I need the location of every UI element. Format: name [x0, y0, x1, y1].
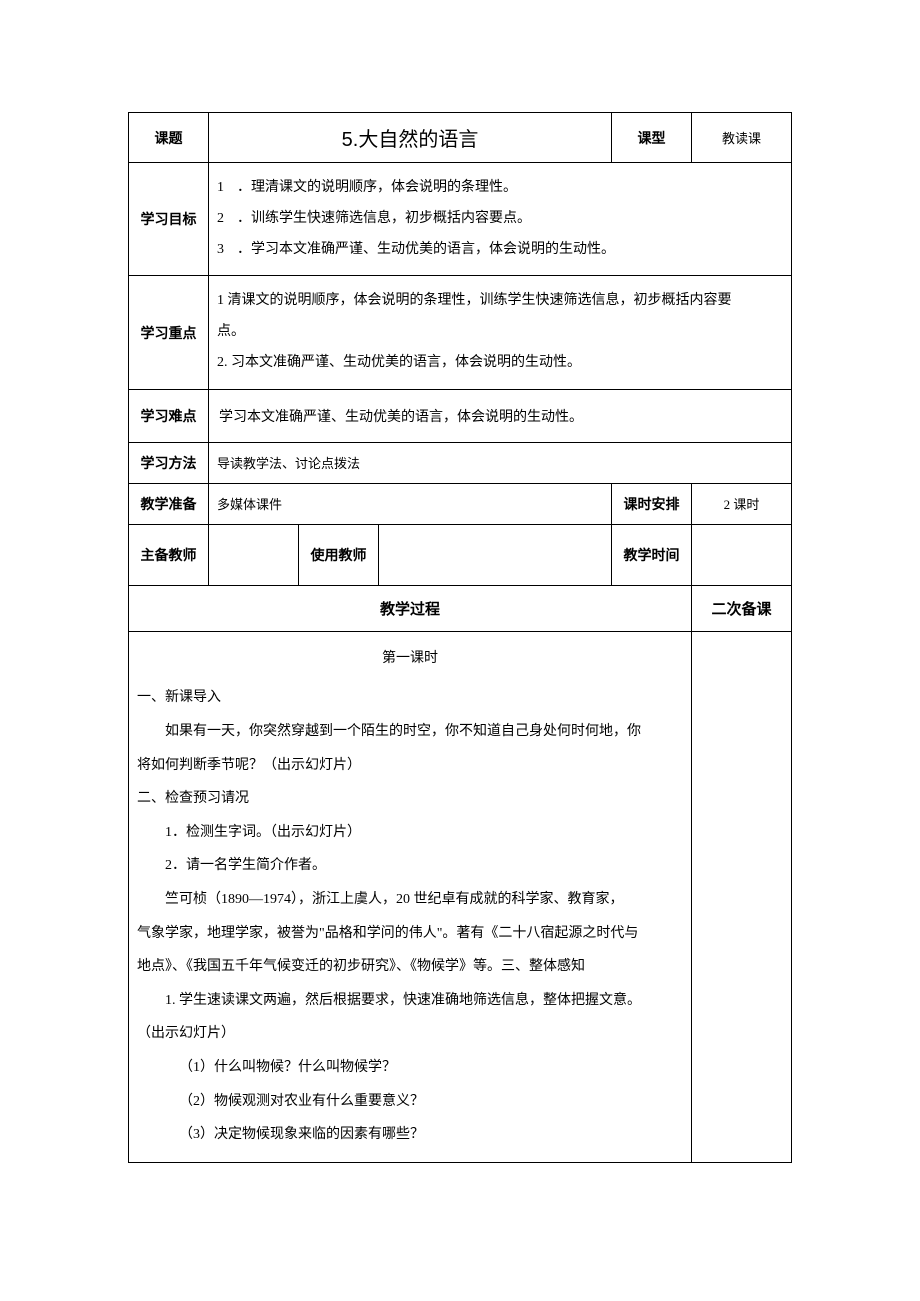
lesson-plan-table: 课题 5.大自然的语言 课型 教读课 学习目标 1．理清课文的说明顺序，体会说明… — [128, 112, 792, 1163]
prep-value: 多媒体课件 — [209, 483, 612, 524]
objectives-row: 学习目标 1．理清课文的说明顺序，体会说明的条理性。 2．训练学生快速筛选信息，… — [129, 163, 792, 276]
focus-row: 学习重点 1 清课文的说明顺序，体会说明的条理性，训练学生快速筛选信息，初步概括… — [129, 276, 792, 389]
objective-item: 1．理清课文的说明顺序，体会说明的条理性。 — [217, 173, 783, 204]
section-heading: 二、检查预习请况 — [137, 782, 683, 816]
difficulty-content: 学习本文准确严谨、生动优美的语言，体会说明的生动性。 — [209, 389, 792, 442]
prep-label: 教学准备 — [129, 483, 209, 524]
objectives-label: 学习目标 — [129, 163, 209, 276]
focus-label: 学习重点 — [129, 276, 209, 389]
difficulty-row: 学习难点 学习本文准确严谨、生动优美的语言，体会说明的生动性。 — [129, 389, 792, 442]
method-row: 学习方法 导读教学法、讨论点拨法 — [129, 442, 792, 483]
body-paragraph: 气象学家，地理学家，被誉为"品格和学问的伟人"。著有《二十八宿起源之时代与 — [137, 917, 683, 951]
body-item: 2．请一名学生简介作者。 — [137, 849, 683, 883]
focus-line: 点。 — [217, 317, 783, 348]
focus-line: 1 清课文的说明顺序，体会说明的条理性，训练学生快速筛选信息，初步概括内容要 — [217, 286, 783, 317]
process-header-row: 教学过程 二次备课 — [129, 585, 792, 631]
content-row: 第一课时 一、新课导入 如果有一天，你突然穿越到一个陌生的时空，你不知道自己身处… — [129, 631, 792, 1162]
notes-column — [692, 631, 792, 1162]
class-type-value: 教读课 — [692, 113, 792, 163]
body-question: （1）什么叫物候？什么叫物候学？ — [137, 1051, 683, 1085]
body-paragraph: （出示幻灯片） — [137, 1017, 683, 1051]
method-content: 导读教学法、讨论点拨法 — [209, 442, 792, 483]
difficulty-label: 学习难点 — [129, 389, 209, 442]
body-paragraph: 1. 学生速读课文两遍，然后根据要求，快速准确地筛选信息，整体把握文意。 — [137, 984, 683, 1018]
objectives-content: 1．理清课文的说明顺序，体会说明的条理性。 2．训练学生快速筛选信息，初步概括内… — [209, 163, 792, 276]
body-item: 1．检测生字词。（出示幻灯片） — [137, 816, 683, 850]
header-row: 课题 5.大自然的语言 课型 教读课 — [129, 113, 792, 163]
prep-row: 教学准备 多媒体课件 课时安排 2 课时 — [129, 483, 792, 524]
topic-title: 大自然的语言 — [358, 129, 478, 151]
topic-number: 5. — [342, 129, 359, 151]
body-paragraph: 竺可桢（1890—1974），浙江上虞人，20 世纪卓有成就的科学家、教育家， — [137, 883, 683, 917]
body-paragraph: 如果有一天，你突然穿越到一个陌生的时空，你不知道自己身处何时何地，你 — [137, 715, 683, 749]
focus-line: 2. 习本文准确严谨、生动优美的语言，体会说明的生动性。 — [217, 348, 783, 379]
class-type-label: 课型 — [612, 113, 692, 163]
main-teacher-value — [209, 524, 299, 585]
user-teacher-value — [379, 524, 612, 585]
teach-time-label: 教学时间 — [612, 524, 692, 585]
objective-item: 3．学习本文准确严谨、生动优美的语言，体会说明的生动性。 — [217, 235, 783, 266]
body-question: （2）物候观测对农业有什么重要意义？ — [137, 1085, 683, 1119]
focus-content: 1 清课文的说明顺序，体会说明的条理性，训练学生快速筛选信息，初步概括内容要 点… — [209, 276, 792, 389]
schedule-value: 2 课时 — [692, 483, 792, 524]
teach-time-value — [692, 524, 792, 585]
body-paragraph: 地点》、《我国五千年气候变迁的初步研究》、《物候学》等。三、整体感知 — [137, 950, 683, 984]
main-teacher-label: 主备教师 — [129, 524, 209, 585]
teachers-row: 主备教师 使用教师 教学时间 — [129, 524, 792, 585]
body-question: （3）决定物候现象来临的因素有哪些？ — [137, 1118, 683, 1152]
body-paragraph: 将如何判断季节呢？（出示幻灯片） — [137, 749, 683, 783]
notes-label: 二次备课 — [692, 585, 792, 631]
lesson-subtitle: 第一课时 — [137, 642, 683, 676]
objective-item: 2．训练学生快速筛选信息，初步概括内容要点。 — [217, 204, 783, 235]
process-label: 教学过程 — [129, 585, 692, 631]
section-heading: 一、新课导入 — [137, 681, 683, 715]
schedule-label: 课时安排 — [612, 483, 692, 524]
topic-title-cell: 5.大自然的语言 — [209, 113, 612, 163]
lesson-content: 第一课时 一、新课导入 如果有一天，你突然穿越到一个陌生的时空，你不知道自己身处… — [129, 631, 692, 1162]
user-teacher-label: 使用教师 — [299, 524, 379, 585]
topic-label: 课题 — [129, 113, 209, 163]
method-label: 学习方法 — [129, 442, 209, 483]
